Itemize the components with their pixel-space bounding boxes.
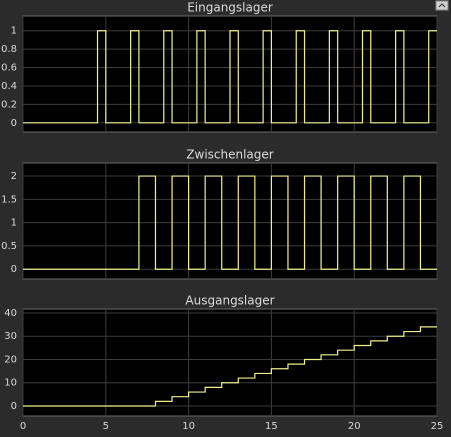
y-tick-label: 0.4: [1, 81, 17, 92]
x-tick-label: 25: [431, 421, 444, 432]
y-tick-label: 20: [4, 354, 17, 365]
y-tick-label: 0: [11, 401, 17, 412]
y-tick-label: 1.5: [1, 194, 17, 205]
plot-title: Ausgangslager: [185, 294, 274, 308]
axes: [22, 308, 438, 417]
icon-arrow: [438, 3, 446, 8]
signal-line: [23, 175, 437, 270]
x-tick-label: 0: [20, 421, 26, 432]
y-tick-label: 1: [11, 218, 17, 229]
signal-line: [23, 326, 437, 407]
y-tick-label: 0.2: [1, 99, 17, 110]
y-tick-label: 30: [4, 331, 17, 342]
y-tick-label: 2: [11, 171, 17, 182]
y-tick-label: 0.8: [1, 44, 17, 55]
x-tick-label: 15: [265, 421, 278, 432]
x-tick-label: 10: [182, 421, 195, 432]
y-tick-label: 0: [11, 264, 17, 275]
x-tick-label: 5: [103, 421, 109, 432]
axes: [22, 162, 438, 280]
signal-line: [23, 30, 437, 124]
plot-title: Eingangslager: [187, 1, 273, 15]
y-tick-label: 0: [11, 118, 17, 129]
y-tick-label: 1: [11, 26, 17, 37]
x-tick-label: 20: [348, 421, 361, 432]
y-tick-label: 10: [4, 378, 17, 389]
undock-icon[interactable]: [435, 0, 449, 11]
icon-frame: [435, 0, 449, 11]
y-tick-label: 40: [4, 308, 17, 319]
y-tick-label: 0.6: [1, 63, 17, 74]
y-tick-label: 0.5: [1, 241, 17, 252]
plot-title: Zwischenlager: [186, 148, 274, 162]
